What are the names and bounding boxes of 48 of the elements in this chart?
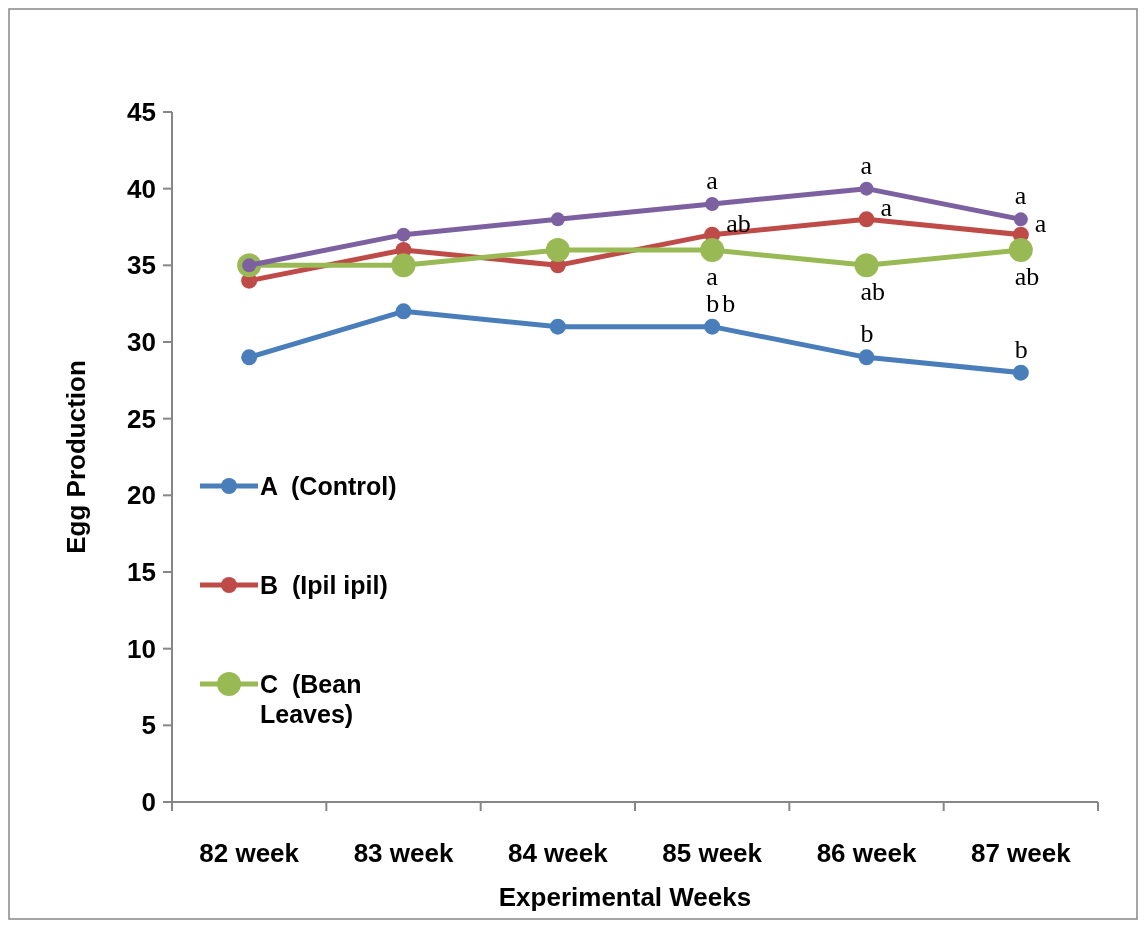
point <box>396 227 411 242</box>
y-tick-label: 20 <box>127 480 156 511</box>
annotation: b <box>1014 334 1028 364</box>
annotation: ab <box>860 277 886 307</box>
x-axis-title: Experimental Weeks <box>498 882 752 912</box>
y-tick-label: 10 <box>127 633 156 664</box>
x-tick-label: 85 week <box>662 838 763 868</box>
y-tick-label: 40 <box>127 173 156 204</box>
annotation: a <box>1014 181 1027 211</box>
annotation: b <box>860 319 874 349</box>
y-axis-title: Egg Production <box>61 360 91 554</box>
point <box>391 253 416 278</box>
point <box>705 197 720 211</box>
point <box>700 238 725 262</box>
point <box>241 349 258 366</box>
annotation: a <box>1034 208 1047 238</box>
point <box>859 181 874 196</box>
point <box>395 303 412 320</box>
y-tick-label: 35 <box>127 250 156 281</box>
point <box>704 318 721 335</box>
point <box>858 349 875 366</box>
annotation: b <box>722 288 736 318</box>
y-tick-label: 30 <box>127 327 156 358</box>
legend-label: C (Bean Leaves) <box>260 670 362 728</box>
x-tick-label: 86 week <box>816 838 917 868</box>
annotation: ab <box>1014 262 1040 292</box>
point <box>1013 212 1028 227</box>
annotation: a <box>860 150 873 180</box>
y-tick-label: 15 <box>127 557 156 588</box>
y-tick-label: 0 <box>141 787 156 818</box>
point <box>549 318 566 335</box>
point <box>550 212 565 227</box>
legend-label: A (Control) <box>260 472 397 500</box>
point <box>1012 364 1029 381</box>
point <box>854 253 879 278</box>
point <box>858 211 875 228</box>
annotation: a <box>706 166 719 196</box>
y-tick-label: 25 <box>127 403 156 434</box>
x-tick-label: 83 week <box>353 838 454 868</box>
point <box>1008 238 1033 262</box>
point <box>545 238 570 262</box>
x-tick-label: 82 week <box>199 838 300 868</box>
annotation: a <box>880 193 893 223</box>
x-tick-label: 84 week <box>507 838 609 868</box>
x-tick-label: 87 week <box>970 838 1072 868</box>
y-tick-label: 45 <box>127 97 156 128</box>
y-tick-label: 5 <box>141 710 156 741</box>
legend-label: B (Ipil ipil) <box>260 571 388 599</box>
